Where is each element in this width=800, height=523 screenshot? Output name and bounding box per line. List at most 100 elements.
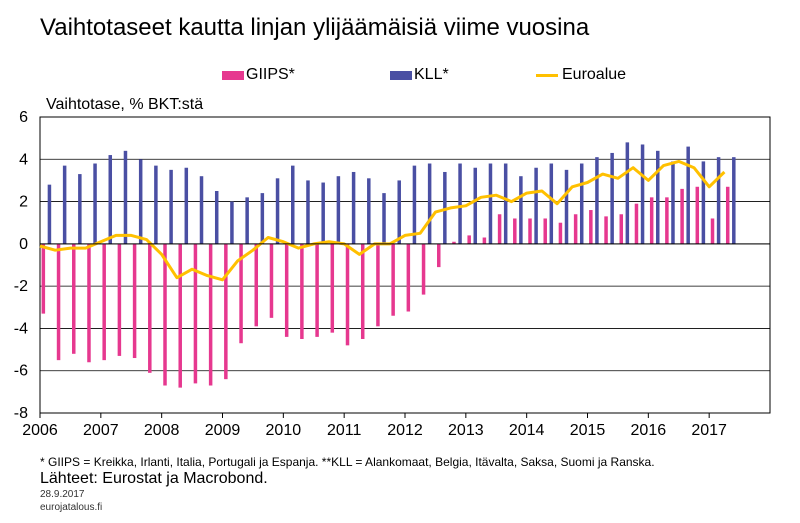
bar-kll bbox=[321, 182, 325, 244]
bar-giips bbox=[254, 243, 259, 327]
bar-kll bbox=[564, 169, 569, 244]
y-tick-label: -4 bbox=[14, 320, 28, 337]
bar-giips bbox=[589, 210, 593, 244]
bar-kll bbox=[123, 150, 128, 244]
bar-giips bbox=[467, 235, 471, 244]
bar-giips bbox=[665, 197, 669, 244]
y-tick-label: 0 bbox=[19, 236, 28, 253]
bar-kll bbox=[108, 155, 113, 244]
bar-kll bbox=[230, 201, 234, 244]
date-text: 28.9.2017 bbox=[40, 489, 85, 500]
bar-giips bbox=[360, 243, 365, 339]
bar-kll bbox=[47, 184, 52, 244]
bar-kll bbox=[579, 163, 584, 244]
bar-kll bbox=[671, 161, 675, 244]
legend-swatch-kll bbox=[390, 70, 412, 80]
bar-giips bbox=[284, 243, 289, 337]
x-tick-label: 2007 bbox=[83, 422, 119, 439]
bar-giips bbox=[300, 243, 304, 339]
legend-label-giips: GIIPS* bbox=[246, 66, 295, 83]
legend-item-giips: GIIPS* bbox=[222, 66, 295, 84]
bar-kll bbox=[336, 176, 341, 244]
bar-kll bbox=[351, 171, 356, 244]
x-tick-label: 2006 bbox=[22, 422, 58, 439]
bar-kll bbox=[367, 178, 371, 244]
bar-giips bbox=[102, 243, 106, 361]
bar-giips bbox=[239, 243, 243, 344]
legend-item-euroalue: Euroalue bbox=[536, 66, 626, 84]
bar-kll bbox=[488, 163, 493, 244]
x-tick-label: 2015 bbox=[570, 422, 606, 439]
bar-giips bbox=[497, 214, 502, 244]
bar-kll bbox=[610, 152, 614, 244]
bar-giips bbox=[376, 243, 380, 327]
x-tick-label: 2012 bbox=[387, 422, 423, 439]
x-tick-label: 2008 bbox=[144, 422, 180, 439]
bar-giips bbox=[315, 243, 319, 337]
bar-kll bbox=[382, 193, 386, 244]
footnote: * GIIPS = Kreikka, Irlanti, Italia, Port… bbox=[40, 455, 655, 469]
x-tick-label: 2014 bbox=[509, 422, 545, 439]
bar-kll bbox=[427, 163, 432, 244]
y-tick-label: 6 bbox=[19, 109, 28, 126]
bar-kll bbox=[199, 176, 204, 244]
bar-kll bbox=[503, 163, 508, 244]
bar-giips bbox=[573, 214, 578, 244]
bar-kll bbox=[78, 174, 82, 244]
bar-giips bbox=[163, 243, 167, 386]
legend: GIIPS* KLL* Euroalue bbox=[0, 66, 800, 86]
bar-kll bbox=[93, 163, 97, 244]
legend-label-euroalue: Euroalue bbox=[562, 66, 627, 83]
bar-giips bbox=[406, 243, 411, 312]
y-tick-label: 2 bbox=[19, 194, 28, 211]
bar-kll bbox=[291, 165, 295, 244]
y-tick-label: -6 bbox=[14, 363, 28, 380]
bar-kll bbox=[701, 161, 706, 244]
legend-item-kll: KLL* bbox=[390, 66, 449, 84]
bar-giips bbox=[208, 243, 213, 386]
bar-kll bbox=[625, 142, 630, 244]
legend-label-kll: KLL* bbox=[414, 66, 449, 83]
bar-kll bbox=[473, 167, 478, 244]
legend-swatch-giips bbox=[222, 70, 244, 80]
bar-kll bbox=[138, 159, 143, 244]
x-tick-label: 2009 bbox=[205, 422, 241, 439]
x-tick-label: 2010 bbox=[266, 422, 302, 439]
bar-kll bbox=[549, 163, 554, 244]
y-axis-label: Vaihtotase, % BKT:stä bbox=[46, 96, 204, 113]
bar-giips bbox=[269, 243, 274, 318]
bar-giips bbox=[56, 243, 61, 361]
chart-plot: -8 -6 -4 -2 0 2 4 6 2006 2007 2008 2009 2010 2011 201… bbox=[14, 109, 771, 439]
bar-giips bbox=[117, 243, 122, 356]
bar-kll bbox=[154, 165, 158, 244]
bar-giips bbox=[528, 218, 532, 244]
bar-giips bbox=[634, 203, 639, 244]
bar-kll bbox=[245, 197, 249, 244]
bar-giips bbox=[543, 218, 547, 244]
y-tick-label: -2 bbox=[14, 278, 28, 295]
bar-giips bbox=[619, 214, 624, 244]
y-tick-label: 4 bbox=[19, 151, 28, 168]
bar-kll bbox=[62, 165, 67, 244]
y-tick-label: -8 bbox=[14, 405, 28, 422]
bar-giips bbox=[452, 241, 456, 244]
bar-kll bbox=[397, 180, 401, 244]
bar-giips bbox=[72, 243, 76, 354]
bar-giips bbox=[649, 197, 654, 244]
bar-giips bbox=[421, 243, 426, 295]
bar-giips bbox=[391, 243, 395, 316]
bar-giips bbox=[41, 243, 46, 314]
bar-kll bbox=[214, 191, 219, 244]
bar-kll bbox=[412, 165, 417, 244]
bar-giips bbox=[437, 243, 441, 268]
x-tick-label: 2011 bbox=[327, 422, 362, 439]
bar-giips bbox=[87, 243, 91, 363]
site-text: eurojatalous.fi bbox=[40, 502, 103, 513]
bar-giips bbox=[148, 243, 152, 373]
bar-kll bbox=[306, 180, 310, 244]
bar-giips bbox=[132, 243, 137, 359]
bar-kll bbox=[686, 146, 690, 244]
bar-giips bbox=[482, 237, 487, 244]
bar-giips bbox=[193, 243, 198, 384]
bar-kll bbox=[640, 144, 645, 244]
